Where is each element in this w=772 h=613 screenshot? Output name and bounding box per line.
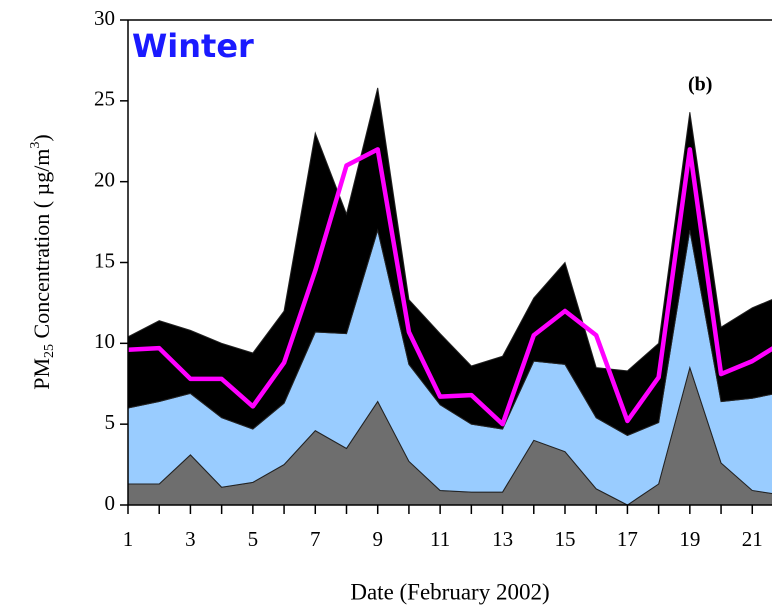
x-tick-label: 3 xyxy=(185,527,196,551)
x-tick-label: 21 xyxy=(742,527,763,551)
y-tick-label: 0 xyxy=(105,491,116,515)
x-tick-label: 17 xyxy=(617,527,638,551)
y-axis-label: PM25 Concentration ( µg/m3) xyxy=(28,134,57,389)
x-tick-label: 11 xyxy=(430,527,450,551)
line xyxy=(128,147,772,427)
panel-label: (b) xyxy=(688,74,712,96)
x-tick-label: 9 xyxy=(372,527,383,551)
x-tick-label: 5 xyxy=(248,527,259,551)
x-axis-label: Date (February 2002) xyxy=(350,579,549,604)
x-tick-label: 1 xyxy=(123,527,134,551)
plot-area xyxy=(128,87,772,506)
y-tick-label: 10 xyxy=(94,329,115,353)
y-label-part: Concentration ( µg/m xyxy=(29,149,54,344)
annotation: Winter xyxy=(132,27,254,65)
y-tick-label: 25 xyxy=(94,87,115,111)
x-tick-label: 13 xyxy=(492,527,513,551)
x-tick-label: 19 xyxy=(679,527,700,551)
y-label-sup: 3 xyxy=(28,142,43,149)
y-label-sub: 25 xyxy=(42,344,57,358)
y-tick-label: 5 xyxy=(105,410,116,434)
x-tick-label: 7 xyxy=(310,527,321,551)
y-tick-label: 20 xyxy=(94,167,115,191)
y-label-part: ) xyxy=(29,134,54,141)
x-tick-label: 15 xyxy=(554,527,575,551)
y-label-part: PM xyxy=(29,358,54,390)
y-tick-label: 30 xyxy=(94,6,115,30)
y-tick-label: 15 xyxy=(94,248,115,272)
